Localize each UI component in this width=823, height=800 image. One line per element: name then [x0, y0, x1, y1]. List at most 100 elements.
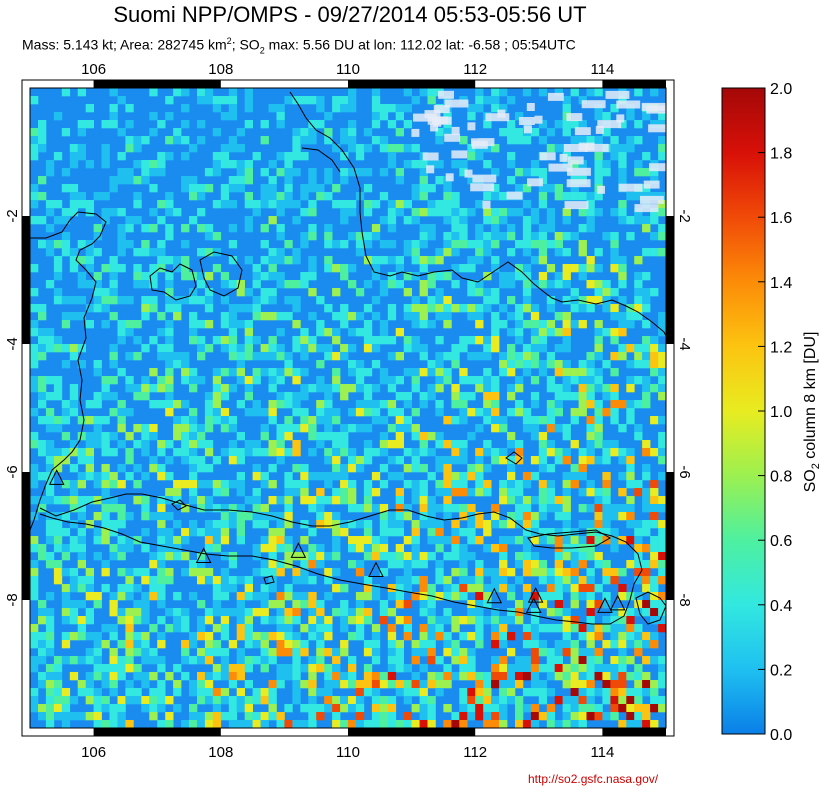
- so2-pixel: [618, 504, 627, 513]
- so2-pixel: [348, 504, 357, 513]
- so2-pixel: [499, 560, 508, 569]
- so2-pixel: [324, 240, 333, 249]
- border-bar: [348, 80, 476, 88]
- so2-pixel: [340, 448, 349, 457]
- so2-pixel: [284, 240, 293, 249]
- so2-pixel: [658, 528, 666, 537]
- so2-pixel: [101, 152, 110, 161]
- so2-pixel: [562, 696, 571, 705]
- so2-pixel: [522, 408, 532, 417]
- so2-pixel: [197, 320, 206, 329]
- so2-pixel: [141, 272, 150, 281]
- so2-pixel: [189, 376, 198, 385]
- so2-pixel: [348, 264, 357, 273]
- so2-pixel: [403, 216, 412, 225]
- so2-pixel: [594, 704, 603, 713]
- so2-pixel: [411, 248, 420, 257]
- so2-pixel: [244, 576, 253, 585]
- so2-pixel: [403, 416, 412, 425]
- so2-pixel: [252, 464, 261, 473]
- so2-pixel: [411, 680, 420, 689]
- so2-pixel: [300, 336, 309, 345]
- so2-pixel: [530, 328, 540, 337]
- so2-pixel: [204, 568, 214, 577]
- so2-pixel: [173, 624, 182, 633]
- so2-pixel: [658, 560, 666, 569]
- so2-pixel: [554, 392, 563, 401]
- so2-pixel: [292, 136, 301, 145]
- so2-pixel: [53, 656, 63, 665]
- so2-pixel: [324, 664, 333, 673]
- coastline-borneo: [289, 91, 666, 337]
- so2-pixel: [570, 688, 579, 697]
- so2-pixel: [562, 104, 571, 113]
- so2-pixel: [475, 304, 484, 313]
- so2-pixel: [133, 336, 142, 345]
- so2-pixel: [292, 448, 301, 457]
- so2-pixel: [228, 136, 238, 145]
- so2-pixel: [650, 416, 659, 425]
- so2-pixel: [165, 576, 174, 585]
- so2-pixel: [260, 224, 269, 233]
- so2-pixel: [538, 568, 548, 577]
- so2-pixel: [93, 472, 102, 481]
- so2-pixel: [507, 696, 516, 705]
- so2-pixel: [173, 448, 182, 457]
- so2-pixel: [586, 632, 595, 641]
- so2-pixel: [284, 584, 293, 593]
- so2-pixel: [459, 560, 468, 569]
- so2-pixel: [204, 168, 214, 177]
- so2-pixel: [117, 224, 126, 233]
- so2-pixel: [348, 456, 357, 465]
- so2-pixel: [387, 104, 397, 113]
- so2-pixel: [626, 192, 635, 201]
- so2-pixel: [197, 440, 206, 449]
- so2-pixel: [658, 664, 666, 673]
- so2-pixel: [268, 448, 277, 457]
- so2-pixel: [499, 640, 508, 649]
- so2-pixel: [276, 424, 285, 433]
- so2-pixel: [276, 352, 285, 361]
- so2-pixel: [586, 360, 595, 369]
- so2-pixel: [308, 712, 317, 721]
- so2-pixel: [252, 208, 261, 217]
- so2-pixel: [379, 464, 389, 473]
- so2-pixel: [69, 160, 79, 169]
- so2-pixel: [363, 584, 373, 593]
- so2-pixel: [522, 352, 532, 361]
- so2-pixel: [594, 192, 603, 201]
- so2-pixel: [244, 712, 253, 721]
- so2-pixel: [530, 160, 540, 169]
- so2-pixel: [38, 608, 47, 617]
- so2-pixel: [284, 648, 293, 657]
- so2-pixel: [499, 624, 508, 633]
- so2-pixel: [38, 616, 47, 625]
- so2-pixel: [141, 440, 150, 449]
- coastline-layer: [30, 91, 666, 625]
- colorbar-tick-label: 1.2: [770, 339, 792, 356]
- cloud-pixel: [527, 178, 543, 187]
- so2-pixel: [610, 704, 619, 713]
- so2-pixel: [419, 648, 428, 657]
- so2-pixel: [642, 600, 651, 609]
- so2-pixel: [459, 264, 468, 273]
- so2-pixel: [554, 120, 563, 129]
- so2-pixel: [189, 424, 198, 433]
- so2-pixel: [610, 504, 619, 513]
- so2-pixel: [443, 584, 452, 593]
- so2-pixel: [586, 616, 595, 625]
- so2-pixel: [618, 264, 627, 273]
- so2-pixel: [212, 152, 222, 161]
- so2-pixel: [491, 664, 500, 673]
- so2-pixel: [522, 520, 532, 529]
- source-credit-link[interactable]: http://so2.gsfc.nasa.gov/: [528, 772, 659, 786]
- so2-pixel: [157, 496, 166, 505]
- so2-pixel: [236, 448, 245, 457]
- so2-pixel: [578, 696, 587, 705]
- so2-pixel: [284, 608, 293, 617]
- latitude-labels: -2 -2-4 -4-6 -6-8 -8: [4, 209, 693, 606]
- so2-pixel: [499, 568, 508, 577]
- so2-pixel: [562, 632, 571, 641]
- so2-pixel: [435, 272, 444, 281]
- so2-pixel: [483, 296, 492, 305]
